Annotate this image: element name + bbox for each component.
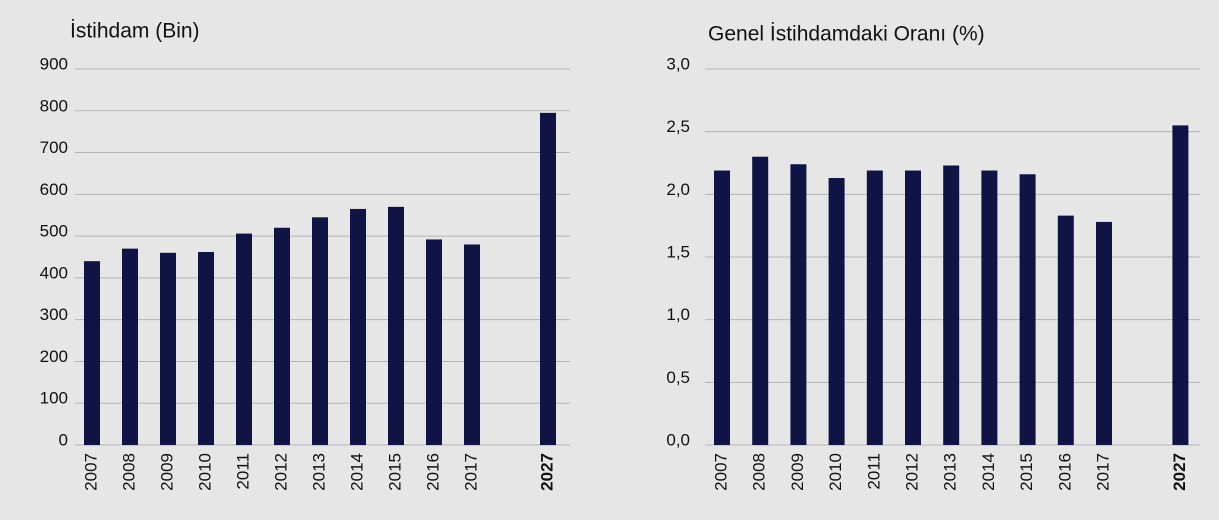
bar [943,165,960,446]
bar [828,178,845,446]
x-tick-label: 2009 [157,453,176,491]
x-tick-label: 2012 [902,453,921,491]
bar [1057,215,1074,445]
bar [1096,221,1112,445]
y-tick-label: 1,0 [666,305,690,324]
y-tick-label: 700 [40,138,68,157]
bar [714,170,730,445]
bar [426,239,442,445]
bar [790,164,807,445]
y-tick-label: 300 [40,305,68,324]
x-tick-label: 2016 [423,453,442,491]
y-tick-label: 3,0 [666,54,690,73]
x-tick-label: 2011 [864,453,883,490]
x-tick-label: 2010 [826,453,845,491]
bar [122,248,138,445]
y-tick-label: 0,5 [666,368,690,387]
bar [1172,125,1189,446]
x-tick-label: 2016 [1055,453,1074,491]
x-tick-label: 2013 [941,453,960,491]
x-tick-label: 2011 [233,453,252,490]
bar [866,170,883,445]
x-tick-label: 2027 [1170,453,1189,491]
bar [540,112,556,445]
x-tick-label: 2013 [309,453,328,491]
y-tick-label: 2,0 [666,180,690,199]
x-tick-label: 2010 [195,453,214,491]
chart-title: Genel İstihdamdaki Oranı (%) [708,23,985,46]
bar [350,208,366,445]
x-tick-label: 2014 [347,453,366,491]
y-tick-label: 400 [40,263,68,282]
y-tick-label: 600 [40,180,68,199]
bar [464,244,480,445]
x-tick-label: 2017 [1093,453,1112,491]
y-tick-label: 0 [59,430,68,449]
x-tick-label: 2007 [711,453,730,491]
x-tick-label: 2009 [788,453,807,491]
y-tick-label: 200 [40,347,68,366]
x-tick-label: 2007 [81,453,100,491]
y-tick-label: 0,0 [666,430,690,449]
x-tick-label: 2012 [271,453,290,491]
bar [752,156,769,445]
x-tick-label: 2008 [119,453,138,491]
y-tick-label: 1,5 [666,242,690,261]
bar [198,251,214,445]
x-tick-label: 2008 [750,453,769,491]
bar [1019,174,1036,445]
x-tick-label: 2027 [537,453,556,491]
bar [84,261,100,445]
bar [236,233,252,445]
x-tick-label: 2015 [385,453,404,491]
bar [274,227,290,445]
bar [905,170,921,445]
bar [160,252,176,445]
bar [981,170,998,445]
x-tick-label: 2017 [461,453,480,491]
y-tick-label: 800 [40,96,68,115]
x-tick-label: 2015 [1017,453,1036,491]
y-tick-label: 500 [40,222,68,241]
bar [388,206,404,445]
y-tick-label: 2,5 [666,117,690,136]
chart-title: İstihdam (Bin) [70,20,200,43]
bar [312,217,328,445]
x-tick-label: 2014 [979,453,998,491]
y-tick-label: 100 [40,389,68,408]
y-tick-label: 900 [40,54,68,73]
